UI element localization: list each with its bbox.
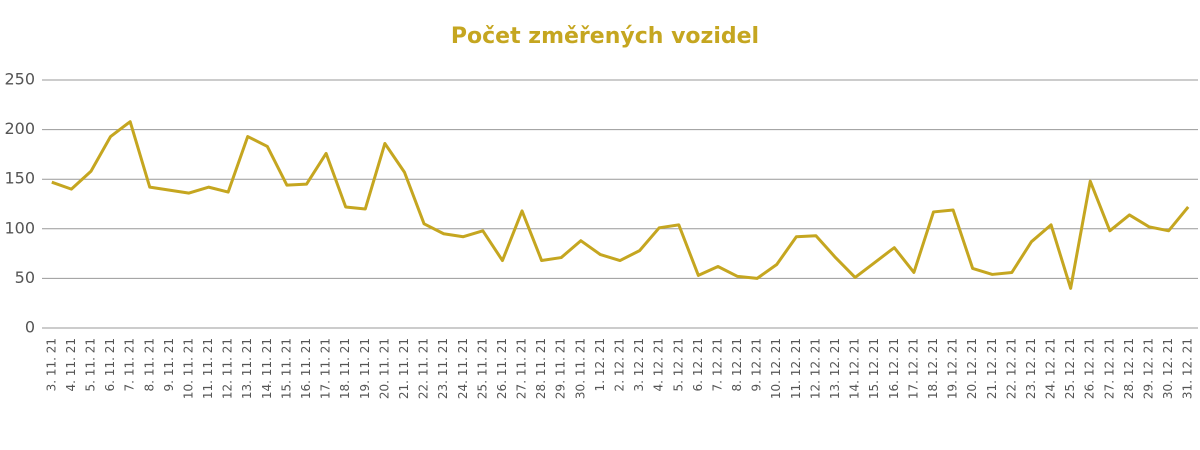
x-tick-label: 9. 11. 21 [162,338,176,391]
x-tick-label: 6. 12. 21 [691,338,705,391]
x-tick-label: 29. 11. 21 [554,338,568,399]
x-tick-label: 16. 12. 21 [887,338,901,399]
x-tick-label: 22. 12. 21 [1004,338,1018,399]
x-tick-label: 7. 12. 21 [710,338,724,391]
y-tick-label: 200 [4,119,35,138]
x-tick-label: 24. 12. 21 [1044,338,1058,399]
x-tick-label: 3. 11. 21 [44,338,58,391]
x-tick-label: 24. 11. 21 [456,338,470,399]
x-tick-label: 27. 11. 21 [515,338,529,399]
x-tick-label: 13. 11. 21 [240,338,254,399]
x-tick-label: 27. 12. 21 [1102,338,1116,399]
x-tick-label: 11. 11. 21 [201,338,215,399]
x-tick-label: 12. 12. 21 [808,338,822,399]
x-tick-label: 10. 12. 21 [769,338,783,399]
x-tick-label: 21. 11. 21 [397,338,411,399]
x-tick-label: 13. 12. 21 [828,338,842,399]
x-tick-label: 4. 12. 21 [652,338,666,391]
x-tick-label: 26. 11. 21 [495,338,509,399]
x-tick-label: 5. 12. 21 [671,338,685,391]
x-tick-label: 1. 12. 21 [593,338,607,391]
x-tick-label: 6. 11. 21 [103,338,117,391]
x-tick-label: 5. 11. 21 [83,338,97,391]
x-tick-label: 25. 12. 21 [1063,338,1077,399]
x-tick-label: 26. 12. 21 [1083,338,1097,399]
y-tick-label: 250 [4,70,35,89]
x-tick-label: 10. 11. 21 [181,338,195,399]
x-tick-label: 3. 12. 21 [632,338,646,391]
x-tick-label: 31. 12. 21 [1181,338,1195,399]
x-tick-label: 25. 11. 21 [475,338,489,399]
x-tick-label: 15. 11. 21 [279,338,293,399]
x-tick-label: 18. 12. 21 [926,338,940,399]
x-tick-label: 30. 12. 21 [1161,338,1175,399]
x-tick-label: 20. 12. 21 [965,338,979,399]
x-tick-label: 2. 12. 21 [613,338,627,391]
y-tick-label: 150 [4,169,35,188]
x-tick-label: 30. 11. 21 [573,338,587,399]
x-tick-label: 17. 12. 21 [906,338,920,399]
x-tick-label: 21. 12. 21 [985,338,999,399]
x-tick-label: 16. 11. 21 [299,338,313,399]
x-tick-label: 20. 11. 21 [377,338,391,399]
x-tick-label: 19. 12. 21 [946,338,960,399]
x-tick-label: 11. 12. 21 [789,338,803,399]
x-tick-label: 7. 11. 21 [123,338,137,391]
x-tick-label: 23. 11. 21 [436,338,450,399]
y-tick-label: 0 [25,318,35,337]
x-tick-label: 15. 12. 21 [867,338,881,399]
x-tick-label: 8. 11. 21 [142,338,156,391]
data-line [51,120,1190,290]
x-tick-label: 23. 12. 21 [1024,338,1038,399]
x-tick-label: 22. 11. 21 [417,338,431,399]
x-tick-label: 12. 11. 21 [221,338,235,399]
chart-title: Počet změřených vozidel [451,24,759,49]
x-tick-label: 4. 11. 21 [64,338,78,391]
x-tick-label: 9. 12. 21 [750,338,764,391]
x-tick-label: 18. 11. 21 [338,338,352,399]
x-tick-label: 14. 12. 21 [848,338,862,399]
y-tick-label: 100 [4,218,35,237]
x-tick-label: 17. 11. 21 [319,338,333,399]
x-tick-label: 8. 12. 21 [730,338,744,391]
x-tick-label: 19. 11. 21 [358,338,372,399]
y-tick-label: 50 [15,268,35,287]
x-tick-label: 14. 11. 21 [260,338,274,399]
x-tick-label: 28. 11. 21 [534,338,548,399]
x-tick-label: 28. 12. 21 [1122,338,1136,399]
x-tick-label: 29. 12. 21 [1142,338,1156,399]
